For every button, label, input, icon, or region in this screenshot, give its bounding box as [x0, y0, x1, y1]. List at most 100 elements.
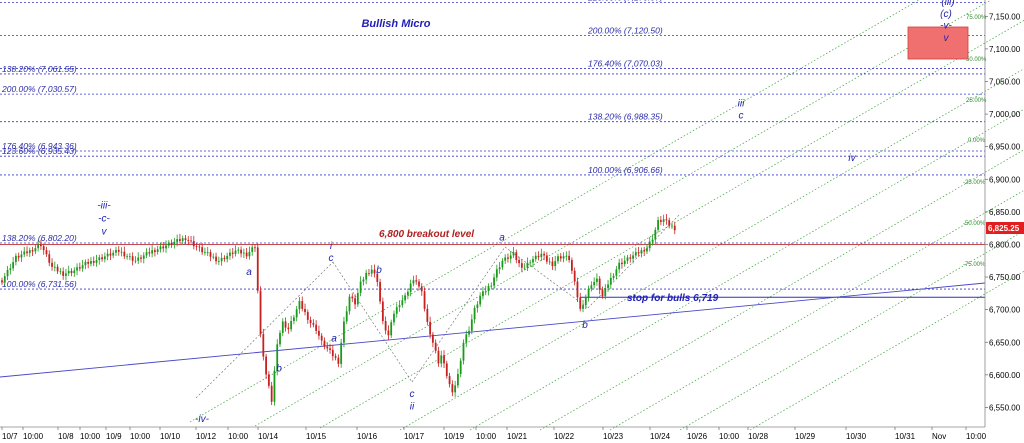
candle-body-88: [245, 252, 248, 257]
channel-line-3: [399, 68, 1024, 431]
channel-label-4: -25.00%: [963, 180, 986, 186]
wave-label-0: -iii-: [97, 201, 111, 212]
candle-body-116: [323, 340, 326, 347]
x-tick-label-21: 10/28: [748, 432, 769, 441]
candle-body-36: [101, 257, 103, 260]
candle-body-77: [215, 256, 217, 262]
stop-label: stop for bulls 6,719: [627, 293, 719, 304]
candle-body-117: [326, 346, 329, 349]
wave-label-15: c: [739, 111, 744, 122]
candle-body-42: [117, 249, 120, 252]
candle-body-17: [48, 254, 51, 263]
wave-label-1: -c-: [98, 214, 110, 225]
candle-body-58: [162, 246, 165, 249]
candle-body-214: [596, 278, 598, 282]
channel-label-5: -50.00%: [963, 221, 986, 227]
x-tick-label-2: 10/8: [58, 432, 74, 441]
wave-connector-1: [332, 261, 413, 383]
candle-body-35: [98, 257, 101, 261]
fib-label-7: 123.60% (6,935.43): [2, 146, 77, 156]
candle-body-216: [601, 289, 604, 297]
candle-body-175: [487, 286, 490, 291]
candle-body-164: [457, 374, 459, 386]
y-tick-label-7: 6,900.00: [989, 175, 1021, 184]
candle-body-231: [643, 250, 646, 252]
candle-body-79: [220, 257, 223, 262]
candle-body-69: [192, 241, 195, 247]
candle-body-63: [176, 239, 179, 242]
wave-label-8: a: [331, 334, 337, 345]
candle-body-6: [17, 255, 20, 258]
candle-body-204: [568, 255, 571, 261]
x-tick-label-9: 10/14: [258, 432, 279, 441]
candle-body-65: [181, 238, 184, 241]
x-tick-label-1: 10:00: [23, 432, 44, 441]
candle-body-26: [73, 270, 76, 274]
annotations: -iii--c-v-iv-abicabciiabiiiciv(iii)(c)-v…: [97, 0, 969, 425]
candle-body-215: [598, 278, 601, 290]
candle-body-0: [1, 280, 3, 283]
candle-body-73: [204, 252, 206, 253]
x-tick-label-23: 10/30: [846, 432, 867, 441]
candle-body-160: [445, 363, 448, 377]
x-tick-label-14: 10:00: [476, 432, 497, 441]
x-tick-label-16: 10/22: [554, 432, 575, 441]
candle-body-118: [329, 348, 331, 350]
channel-line-6: [609, 189, 1024, 431]
candle-body-102: [284, 321, 287, 328]
y-tick-label-0: 6,550.00: [989, 403, 1021, 412]
channel-line-8: [749, 270, 1024, 431]
candle-body-237: [659, 219, 662, 222]
candle-body-126: [351, 296, 354, 299]
x-tick-label-20: 10:00: [719, 432, 740, 441]
channel-label-6: -75.00%: [963, 262, 986, 268]
candle-body-151: [420, 286, 423, 292]
candle-body-234: [651, 239, 654, 242]
candle-body-11: [31, 250, 34, 252]
candle-body-145: [404, 295, 406, 301]
channel-label-3: 0.00%: [968, 138, 986, 144]
candle-body-230: [640, 250, 643, 254]
candle-body-115: [320, 335, 323, 341]
candle-body-19: [53, 266, 56, 268]
candle-body-171: [476, 304, 479, 308]
candle-body-238: [662, 219, 665, 222]
candle-body-179: [498, 267, 501, 270]
wave-label-6: i: [330, 241, 333, 252]
candle-body-144: [401, 300, 404, 306]
wave-label-3: -iv-: [195, 414, 210, 425]
breakout-label: 6,800 breakout level: [379, 229, 474, 240]
candle-body-50: [140, 257, 142, 259]
x-tick-label-6: 10/10: [160, 432, 181, 441]
y-tick-label-1: 6,600.00: [989, 371, 1021, 380]
candle-body-135: [376, 273, 379, 282]
candle-body-223: [621, 262, 623, 265]
candle-body-213: [593, 281, 596, 286]
candle-body-206: [573, 270, 576, 282]
candle-body-108: [301, 301, 304, 309]
candle-body-177: [493, 277, 495, 286]
candle-body-186: [518, 259, 520, 264]
candle-body-7: [20, 254, 23, 258]
candle-body-166: [462, 342, 465, 361]
wave-label-12: a: [499, 233, 505, 244]
candle-body-4: [12, 262, 15, 269]
candle-body-72: [201, 247, 204, 253]
candle-body-140: [390, 322, 393, 336]
wave-label-10: c: [410, 389, 415, 400]
candle-body-203: [565, 255, 568, 257]
channel-label-0: 75.00%: [966, 15, 987, 21]
channel-label-1: 50.00%: [966, 57, 987, 63]
x-tick-label-4: 10/9: [106, 432, 122, 441]
candle-body-189: [526, 262, 529, 268]
candle-body-207: [576, 281, 579, 298]
candle-body-94: [262, 334, 265, 357]
candle-body-75: [209, 252, 212, 257]
candle-body-187: [520, 263, 523, 268]
candle-body-49: [137, 257, 140, 261]
wave-label-19: -v-: [940, 21, 952, 32]
candle-body-12: [34, 248, 37, 252]
candle-body-41: [115, 249, 117, 253]
